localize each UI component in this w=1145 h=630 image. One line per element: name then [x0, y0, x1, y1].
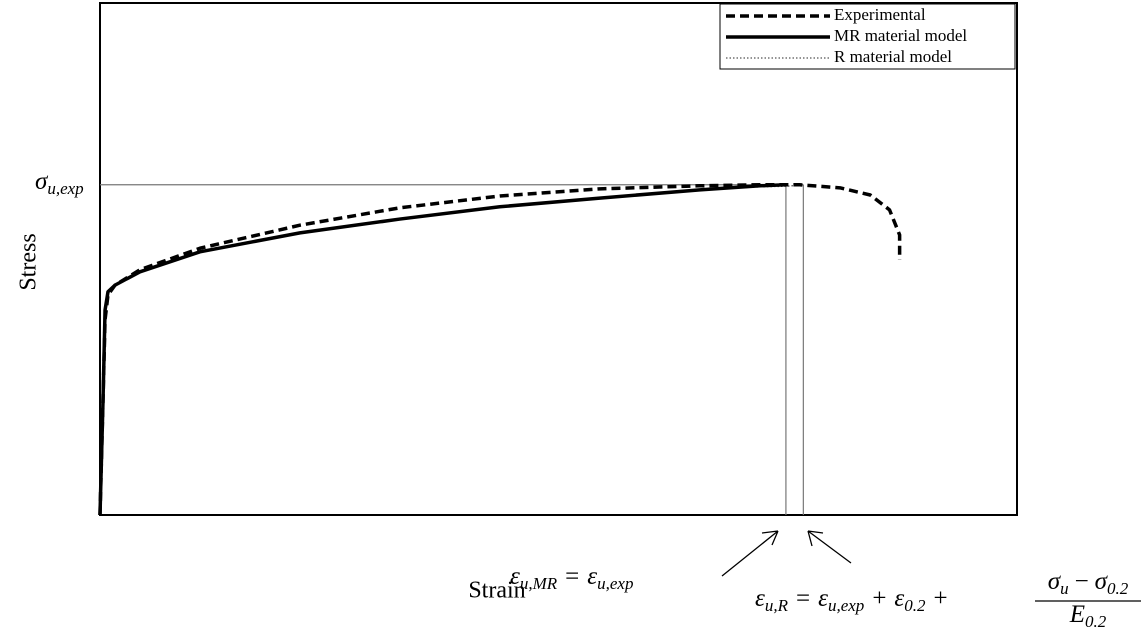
sub: u,exp [47, 179, 83, 198]
legend-label: MR material model [834, 26, 967, 45]
sub: u [1060, 579, 1069, 598]
sym: σ [1048, 568, 1062, 595]
sub: u,MR [520, 574, 558, 593]
sym: ε [587, 563, 597, 590]
arrow [721, 530, 779, 577]
sub: 0.2 [1085, 612, 1107, 630]
arrow [807, 530, 852, 564]
legend: Experimental MR material model R material … [719, 3, 1016, 70]
minus: − [1075, 568, 1089, 595]
legend-label: Experimental [834, 5, 926, 24]
series-line [98, 183, 786, 516]
series-line [98, 183, 902, 516]
sub: 0.2 [1107, 579, 1129, 598]
eps-mr-label: εu,MR = εu,exp [510, 563, 633, 593]
plot-frame [99, 2, 1018, 516]
sigma-label: σu,exp [35, 168, 84, 198]
eq: = [796, 585, 810, 612]
sym: ε [818, 585, 828, 612]
sym: σ [35, 168, 49, 195]
series-line [99, 184, 804, 516]
x-axis-label: Strain [468, 578, 525, 604]
sym: ε [894, 585, 904, 612]
fraction-numerator: σu − σ0.2 [1048, 568, 1129, 598]
series-group [98, 183, 902, 516]
sym: ε [755, 585, 765, 612]
plus: + [934, 585, 948, 612]
sub: u,exp [828, 596, 864, 615]
plus: + [872, 585, 886, 612]
sub: u,exp [597, 574, 633, 593]
sub: u,R [765, 596, 789, 615]
y-axis-label: Stress [16, 233, 42, 290]
sym: ε [510, 563, 520, 590]
eq: = [565, 563, 579, 590]
arrows [721, 530, 852, 577]
eps-r-label: εu,R = εu,exp + ε0.2 + [755, 585, 948, 615]
legend-label: R material model [834, 47, 952, 66]
sub: 0.2 [904, 596, 926, 615]
fraction-denominator: E0.2 [1069, 601, 1107, 630]
sym: E [1069, 601, 1085, 628]
sym: σ [1095, 568, 1109, 595]
